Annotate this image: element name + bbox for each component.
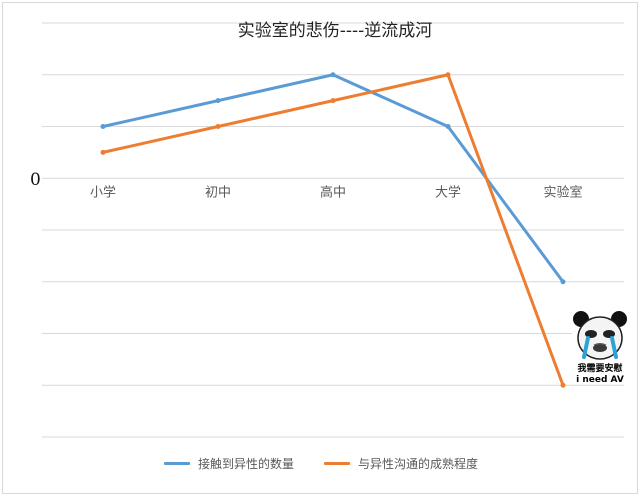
meme-caption: 我需要安慰 i need AV (566, 364, 634, 386)
series-1-point (215, 98, 221, 104)
legend: 接触到异性的数量 与异性沟通的成熟程度 (0, 455, 642, 472)
meme-caption-line2: i need AV (576, 375, 624, 385)
series-2-point (445, 72, 451, 78)
series-1-point (330, 72, 336, 78)
x-tick-label: 实验室 (543, 184, 582, 200)
legend-swatch-series-1 (163, 462, 190, 465)
legend-item-series-2: 与异性沟通的成熟程度 (324, 455, 478, 472)
crying-panda-meme-icon (572, 310, 628, 362)
y-zero-label: 0 (30, 170, 41, 190)
legend-item-series-1: 接触到异性的数量 (163, 455, 294, 472)
legend-label-series-1: 接触到异性的数量 (197, 457, 294, 471)
x-tick-label: 初中 (205, 185, 231, 200)
series-2-point (330, 98, 336, 104)
series-2-point (100, 149, 106, 155)
series-1-point (445, 124, 451, 129)
series-2-point (215, 124, 221, 129)
legend-label-series-2: 与异性沟通的成熟程度 (358, 457, 479, 471)
crying-panda-meme: 我需要安慰 i need AV (566, 310, 634, 392)
legend-swatch-series-2 (324, 462, 350, 465)
x-tick-label: 高中 (320, 184, 346, 200)
x-tick-label: 小学 (90, 184, 116, 200)
series-1-point (100, 124, 106, 129)
meme-caption-line1: 我需要安慰 (577, 364, 623, 374)
chart-title: 实验室的悲伤----逆流成河 (237, 21, 433, 41)
x-tick-label: 大学 (435, 184, 461, 200)
series-2-point (560, 382, 566, 388)
series-1-point (560, 279, 566, 285)
